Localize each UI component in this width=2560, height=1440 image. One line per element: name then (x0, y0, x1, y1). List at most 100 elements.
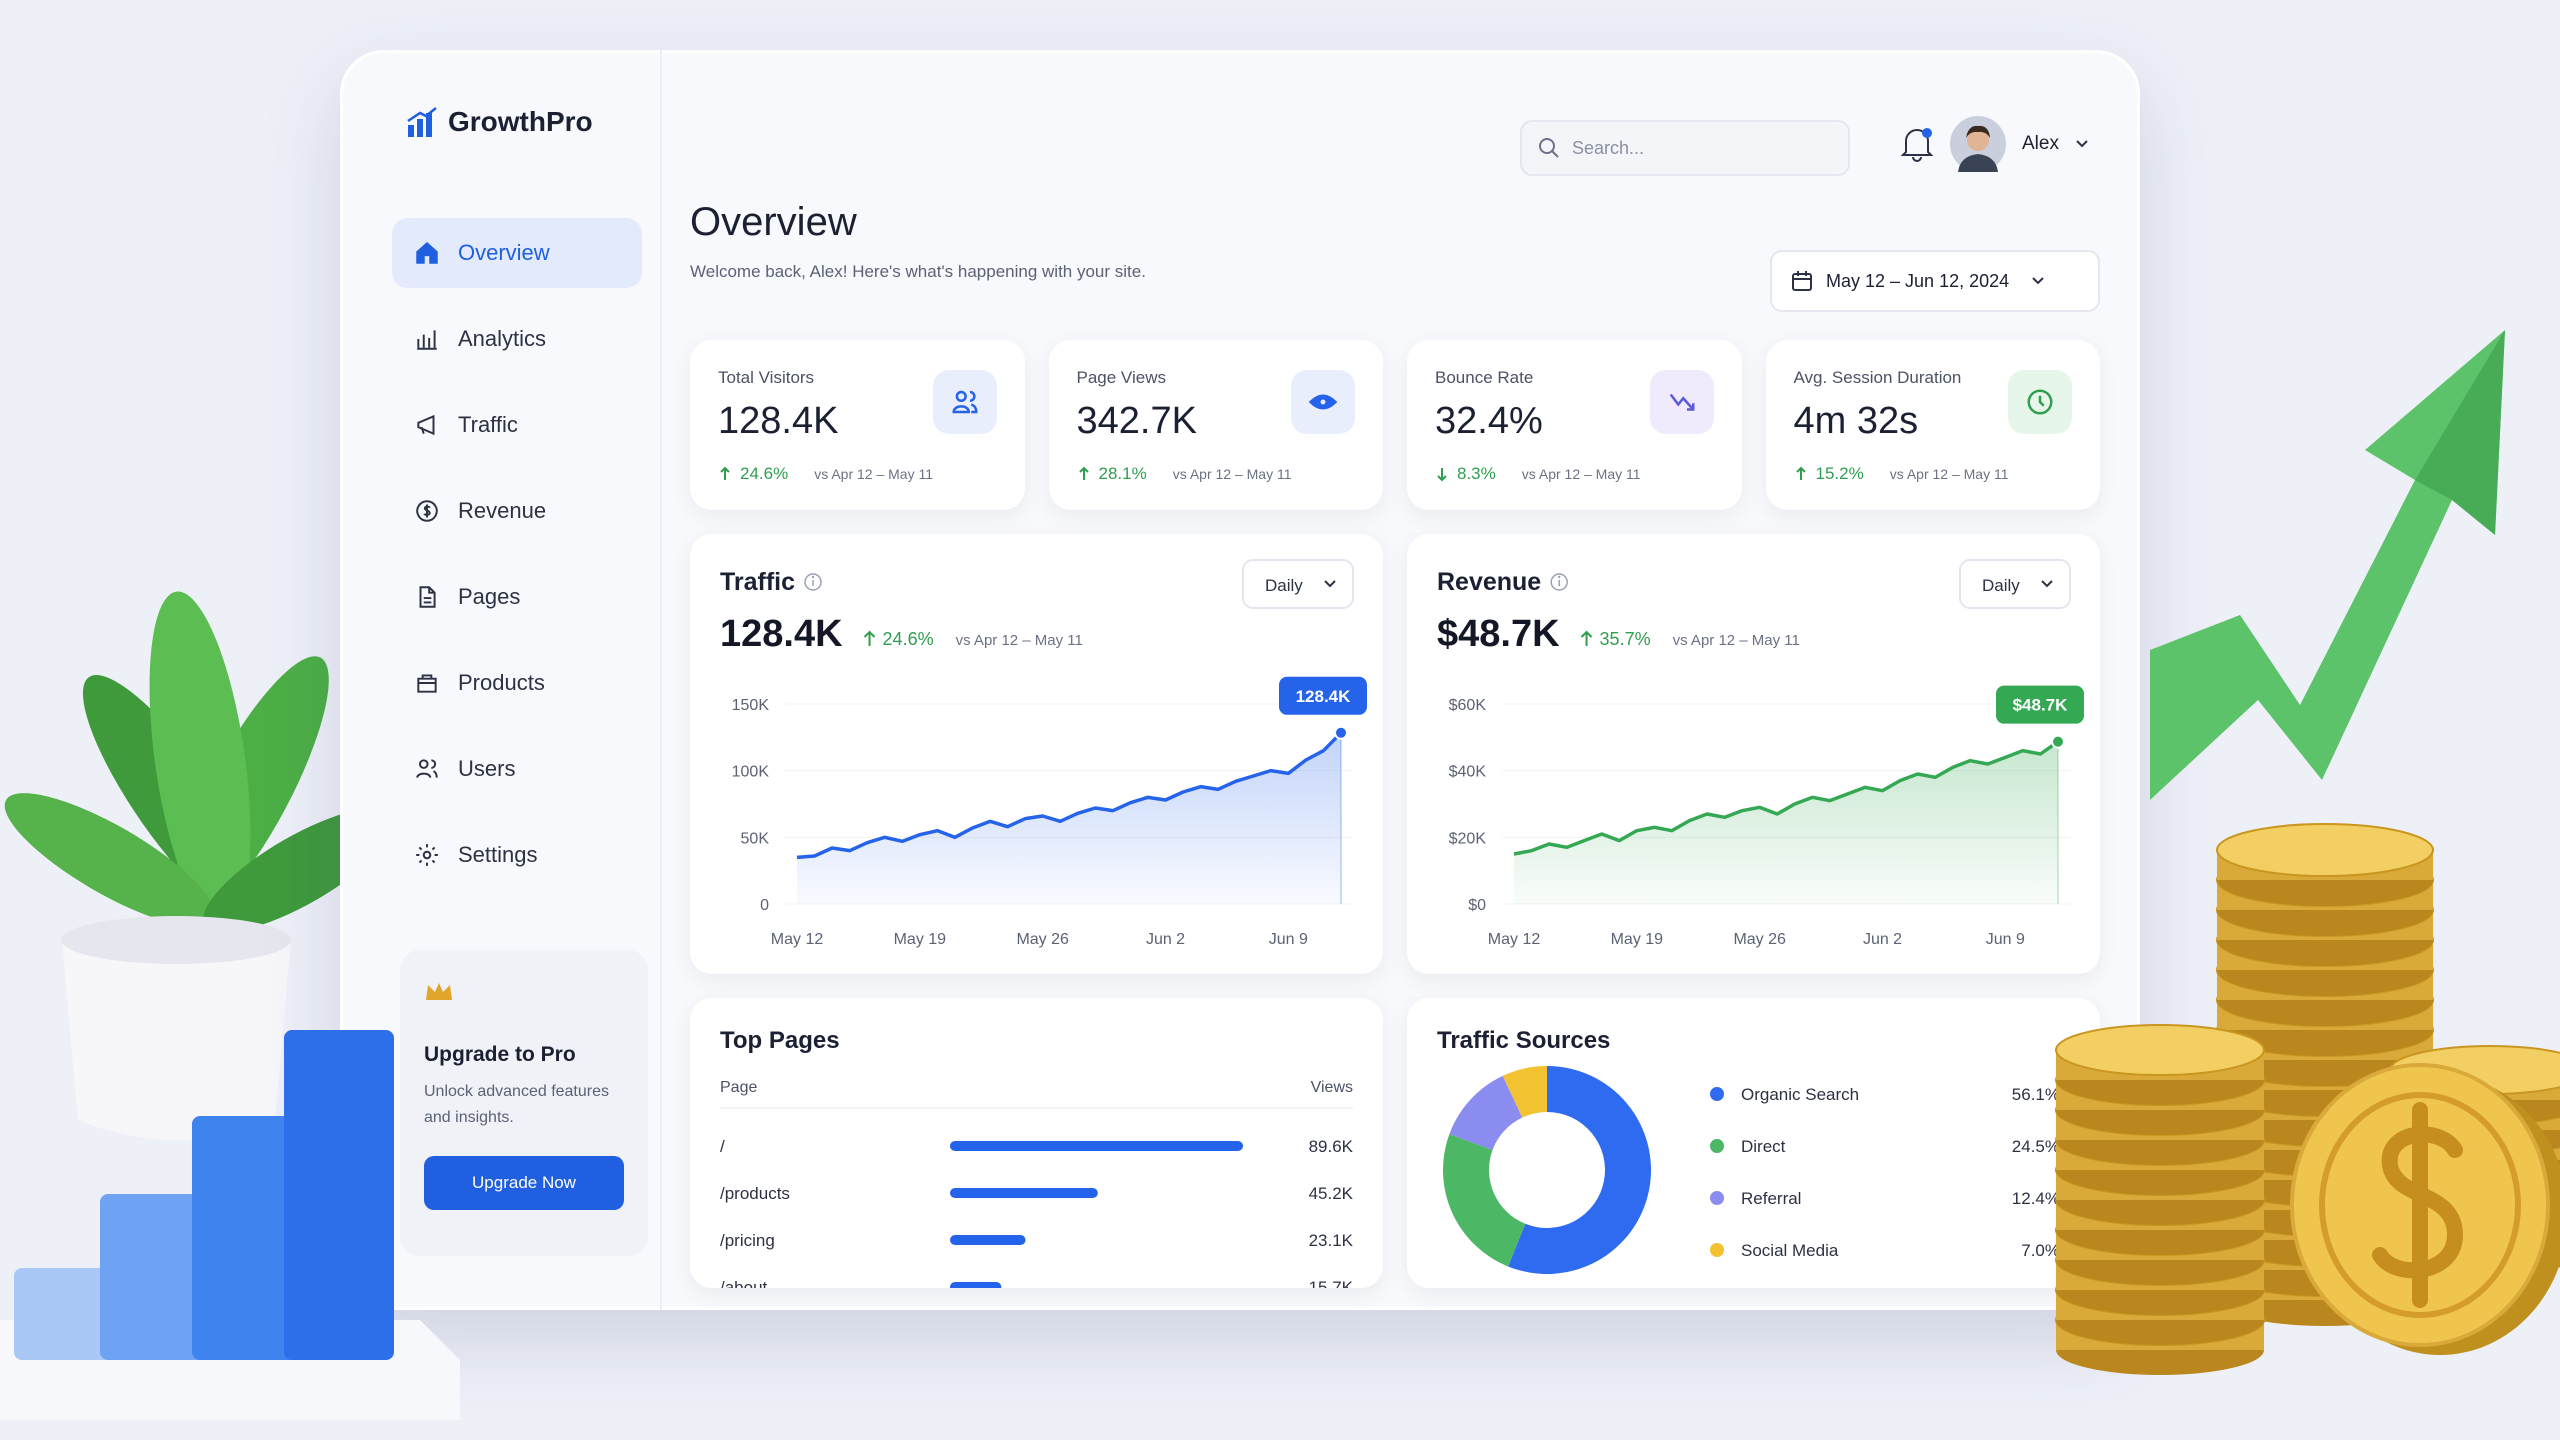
chart-total: $48.7K (1437, 613, 1560, 655)
line (1513, 740, 2060, 856)
kpi-icon-svg (951, 390, 978, 414)
period-label: Daily (1982, 576, 2020, 595)
nav-item[interactable]: Settings (392, 820, 642, 890)
nav-icon (417, 330, 437, 350)
row-label: /products (720, 1184, 790, 1203)
info-icon (804, 573, 822, 591)
legend-dot (1710, 1191, 1724, 1205)
period-dropdown[interactable] (1242, 559, 1354, 609)
legend-label: Organic Search (1741, 1085, 1859, 1104)
legend-label: Social Media (1741, 1241, 1839, 1260)
nav-icon (416, 500, 438, 522)
kpi-change: 24.6% (740, 464, 789, 483)
nav-item[interactable]: Products (392, 648, 642, 718)
nav-item[interactable]: Traffic (392, 390, 642, 460)
area (1514, 741, 2058, 904)
kpi-label: Total Visitors (718, 368, 815, 387)
nav-icon (416, 844, 438, 866)
y-tick-label: 100K (732, 764, 770, 781)
logo-bar (408, 125, 414, 137)
kpi-value: 128.4K (718, 400, 839, 442)
pie-slice (1449, 1075, 1523, 1151)
x-tick-label: May 26 (1016, 931, 1069, 948)
nav-label: Pages (458, 584, 521, 609)
calendar-lines (1793, 271, 1811, 280)
bell-icon[interactable] (1900, 126, 1934, 162)
kpi-icon-svg (1308, 394, 1338, 410)
nav-icon-shape (416, 844, 438, 866)
point-marker (2051, 734, 2065, 749)
info-icon-dot (811, 575, 815, 579)
trend-arrow (1580, 630, 1593, 646)
info-icon (1550, 573, 1568, 591)
nav-icon (419, 586, 436, 608)
sidebar: GrowthPro Overview Analytics Traffic Revenu… (340, 50, 662, 1310)
chevron (2032, 277, 2044, 285)
nav-item[interactable]: Revenue (392, 476, 642, 546)
value-label-box (1996, 685, 2084, 724)
x-tick-label: Jun 2 (1863, 931, 1902, 948)
kpi-change: 8.3% (1457, 464, 1496, 483)
avatar[interactable] (1950, 116, 2006, 172)
value-label: 45.2K (1309, 1184, 1354, 1203)
upgrade-button[interactable]: Upgrade Now (424, 1156, 624, 1211)
crown-icon (426, 983, 452, 1000)
traffic-sources-card: Traffic Sources Organic Search 56.1% Direct… (1407, 998, 2100, 1288)
trend-arrow (720, 466, 730, 480)
y-tick-label: $20K (1449, 830, 1487, 847)
kpi-compare: vs Apr 12 – May 11 (1889, 466, 2009, 482)
chart-title: Revenue (1437, 568, 1541, 596)
avatar-hair (1966, 125, 1990, 138)
search-placeholder: Search... (1572, 137, 1645, 158)
avatar-face (1967, 129, 1989, 151)
pie-slice (1508, 1066, 1652, 1274)
nav-icon-shape (417, 414, 435, 436)
legend-value: 56.1% (2012, 1085, 2060, 1104)
kpi-card: Page Views 342.7K 28.1% vs Apr 12 – May 11 (1048, 340, 1383, 510)
value-label: 23.1K (1309, 1231, 1354, 1250)
kpi-change-row: 28.1% vs Apr 12 – May 11 (1077, 464, 1292, 484)
period-chevron (1324, 580, 1336, 588)
column-header: Views (1311, 1079, 1353, 1096)
row-label: /pricing (720, 1231, 775, 1250)
nav-item[interactable]: Pages (392, 562, 642, 632)
value-label: 89.6K (1309, 1137, 1354, 1156)
user-area: Alex (1900, 116, 2089, 172)
bar (950, 1188, 1098, 1198)
date-range-picker[interactable]: May 12 – Jun 12, 2024 (1770, 250, 2100, 312)
legend-dot (1710, 1243, 1724, 1257)
nav-icon-shape (417, 674, 437, 693)
plant-leaf (4, 793, 216, 927)
trend-arrow-shape (1078, 466, 1089, 480)
top-pages-chart: Top Pages Page Views / 89.6K/products 45.2K/p… (720, 1027, 1354, 1288)
kpi-card: Bounce Rate 32.4% 8.3% vs Apr 12 – May 11 (1407, 340, 1742, 510)
nav-icon (417, 674, 437, 693)
search-box[interactable]: Search... (1520, 120, 1850, 176)
legend-label: Direct (1741, 1137, 1786, 1156)
nav-icon-shape (416, 241, 438, 264)
trend-arrow (863, 630, 876, 646)
period-label: Daily (1265, 576, 1303, 595)
plant-leaf (149, 591, 251, 929)
kpi-change: 15.2% (1815, 464, 1864, 483)
kpi-icon-svg (2027, 389, 2053, 415)
period-dropdown[interactable] (1959, 559, 2071, 609)
user-name[interactable]: Alex (2022, 133, 2059, 154)
nav-item[interactable]: Analytics (392, 304, 642, 374)
y-tick-label: $40K (1449, 764, 1487, 781)
kpi-label: Bounce Rate (1435, 368, 1534, 387)
upgrade-text: Unlock advanced features and insights. (424, 1083, 609, 1126)
y-tick-label: $0 (1468, 897, 1486, 914)
nav-item[interactable]: Overview (392, 218, 642, 288)
y-tick-label: $60K (1449, 697, 1487, 714)
crown (426, 983, 452, 1000)
brand[interactable]: GrowthPro (406, 106, 593, 138)
calendar-body (1792, 273, 1812, 291)
trend-arrow (1795, 466, 1806, 480)
legend-label: Referral (1741, 1189, 1801, 1208)
nav-item[interactable]: Users (392, 734, 642, 804)
upgrade-card: Upgrade to Pro Unlock advanced features … (400, 950, 648, 1256)
bar (950, 1282, 1002, 1288)
plant-pot (62, 940, 291, 1140)
kpi-icon (932, 370, 997, 434)
